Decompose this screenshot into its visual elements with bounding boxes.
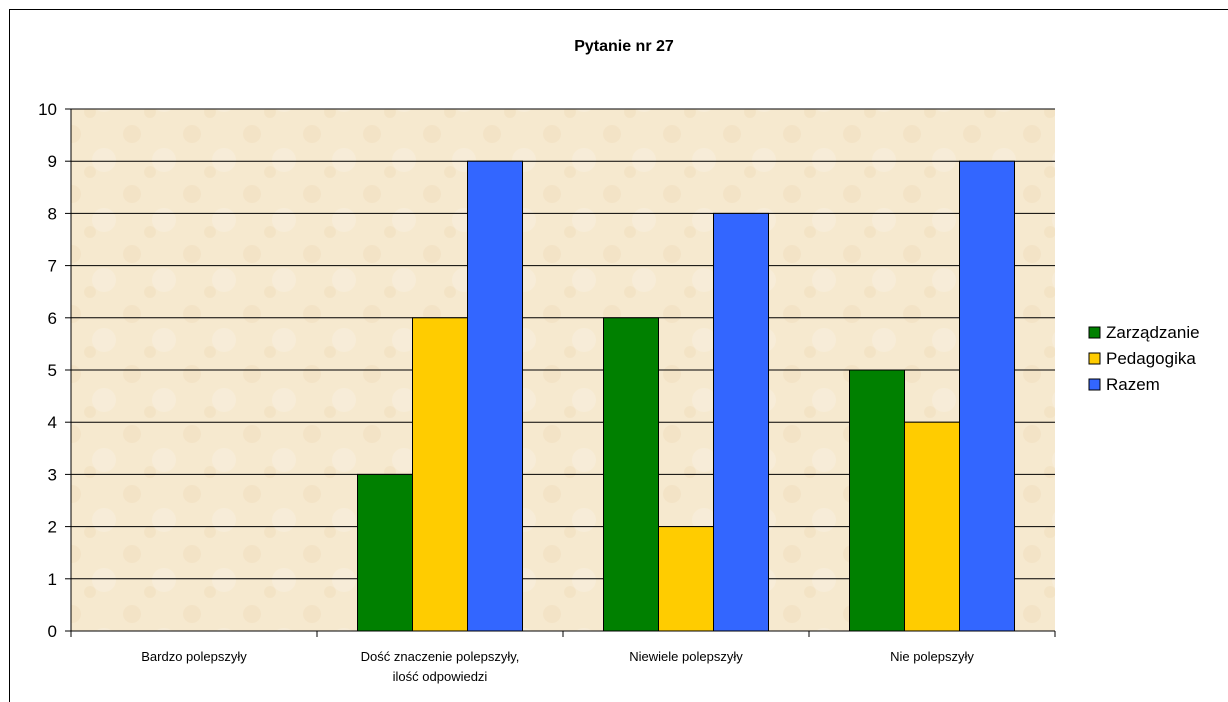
axes — [65, 108, 1056, 637]
bar-razem — [467, 160, 523, 632]
chart-frame — [9, 9, 1228, 702]
legend-swatch — [1088, 378, 1101, 391]
bar-pedagogika — [412, 317, 468, 632]
legend-label: Zarządzanie — [1106, 323, 1200, 342]
x-tick-labels: Bardzo polepszyły Dość znaczenie polepszy… — [141, 649, 974, 684]
bar-pedagogika — [904, 421, 960, 632]
bar-zarz-dzanie — [849, 369, 905, 632]
y-tick-label: 2 — [48, 518, 57, 537]
y-tick-label: 7 — [48, 257, 57, 276]
y-tick-label: 4 — [48, 413, 57, 432]
bars — [357, 160, 1015, 632]
x-tick-label: Dość znaczenie polepszyły, — [361, 649, 520, 664]
bar-razem — [713, 212, 769, 632]
legend-swatch — [1088, 352, 1101, 365]
y-tick-label: 0 — [48, 622, 57, 641]
x-tick-label: Niewiele polepszyły — [629, 649, 743, 664]
legend-label: Razem — [1106, 375, 1160, 394]
bar-razem — [959, 160, 1015, 632]
x-tick-label: Bardzo polepszyły — [141, 649, 247, 664]
legend-label: Pedagogika — [1106, 349, 1196, 368]
x-tick-label: Nie polepszyły — [890, 649, 974, 664]
y-tick-label: 1 — [48, 570, 57, 589]
y-tick-label: 10 — [38, 100, 57, 119]
y-tick-labels: 0 1 2 3 4 5 6 7 8 9 10 — [38, 100, 57, 641]
y-tick-label: 5 — [48, 361, 57, 380]
y-tick-label: 6 — [48, 309, 57, 328]
y-tick-label: 9 — [48, 152, 57, 171]
legend: Zarządzanie Pedagogika Razem — [1088, 323, 1200, 394]
y-tick-label: 8 — [48, 204, 57, 223]
x-tick-label: ilość odpowiedzi — [393, 669, 488, 684]
legend-swatch — [1088, 326, 1101, 339]
bar-pedagogika — [658, 526, 714, 632]
y-tick-label: 3 — [48, 465, 57, 484]
bar-zarz-dzanie — [603, 317, 659, 632]
bar-zarz-dzanie — [357, 473, 413, 632]
chart-title: Pytanie nr 27 — [574, 38, 674, 55]
